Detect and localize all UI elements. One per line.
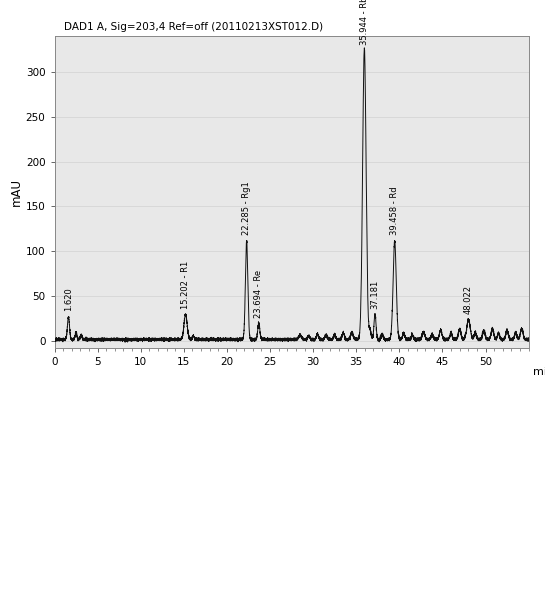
Text: min: min (534, 367, 545, 377)
Text: 23.694 - Re: 23.694 - Re (255, 269, 263, 317)
Text: DAD1 A, Sig=203,4 Ref=off (20110213XST012.D): DAD1 A, Sig=203,4 Ref=off (20110213XST01… (64, 22, 323, 32)
Text: 1.620: 1.620 (64, 287, 73, 311)
Text: 35.944 - Rb1: 35.944 - Rb1 (360, 0, 369, 45)
Text: 48.022: 48.022 (464, 285, 473, 314)
Text: 15.202 - R1: 15.202 - R1 (181, 260, 190, 308)
Text: 39.458 - Rd: 39.458 - Rd (390, 187, 399, 235)
Text: 22.285 - Rg1: 22.285 - Rg1 (242, 181, 251, 235)
Text: 37.181: 37.181 (371, 280, 379, 308)
Y-axis label: mAU: mAU (10, 178, 23, 206)
